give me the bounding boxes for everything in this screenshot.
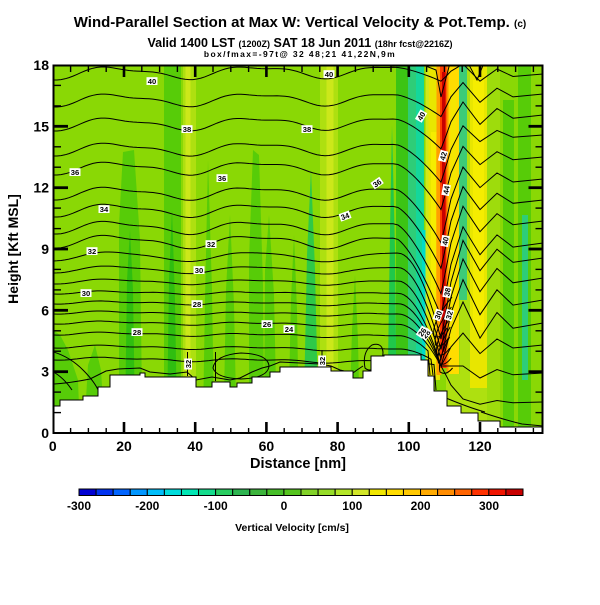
- svg-text:Wind-Parallel Section at Max W: Wind-Parallel Section at Max W: Vertical…: [74, 14, 527, 31]
- svg-text:34: 34: [340, 211, 352, 223]
- svg-text:0: 0: [281, 499, 288, 513]
- svg-text:Vertical Velocity [cm/s]: Vertical Velocity [cm/s]: [235, 522, 349, 534]
- svg-text:30: 30: [195, 266, 203, 275]
- svg-text:38: 38: [442, 287, 452, 297]
- svg-text:-300: -300: [67, 499, 91, 513]
- svg-text:9: 9: [41, 241, 49, 257]
- svg-text:38: 38: [303, 125, 311, 134]
- svg-text:30: 30: [82, 289, 90, 298]
- svg-text:15: 15: [33, 118, 49, 134]
- svg-text:18: 18: [33, 57, 49, 73]
- svg-text:44: 44: [441, 184, 451, 195]
- svg-text:-200: -200: [135, 499, 159, 513]
- svg-text:0: 0: [49, 438, 57, 454]
- svg-text:28: 28: [133, 328, 141, 337]
- svg-text:32: 32: [88, 247, 96, 256]
- svg-text:-100: -100: [204, 499, 228, 513]
- svg-text:42: 42: [438, 151, 449, 161]
- svg-text:40: 40: [187, 438, 203, 454]
- svg-text:30: 30: [433, 310, 444, 321]
- svg-text:32: 32: [184, 360, 193, 368]
- svg-text:36: 36: [218, 174, 226, 183]
- svg-text:100: 100: [342, 499, 362, 513]
- svg-text:40: 40: [325, 70, 333, 79]
- svg-text:28: 28: [193, 300, 201, 309]
- svg-text:32: 32: [444, 310, 455, 320]
- svg-text:32: 32: [318, 357, 327, 365]
- svg-text:40: 40: [148, 77, 156, 86]
- svg-text:36: 36: [71, 168, 79, 177]
- svg-text:26: 26: [416, 326, 428, 338]
- svg-text:40: 40: [415, 110, 427, 122]
- svg-text:12: 12: [33, 180, 49, 196]
- svg-text:20: 20: [116, 438, 132, 454]
- svg-text:36: 36: [371, 177, 383, 189]
- svg-text:Distance [nm]: Distance [nm]: [250, 456, 346, 472]
- svg-text:300: 300: [479, 499, 499, 513]
- svg-text:120: 120: [468, 438, 492, 454]
- svg-text:60: 60: [259, 438, 275, 454]
- svg-text:80: 80: [330, 438, 346, 454]
- svg-text:0: 0: [41, 425, 49, 441]
- svg-text:38: 38: [183, 125, 191, 134]
- svg-text:3: 3: [41, 364, 49, 380]
- svg-text:box/fmax=-97t@ 32 48;21 41,22N: box/fmax=-97t@ 32 48;21 41,22N,9m: [204, 49, 396, 59]
- svg-text:24: 24: [285, 325, 294, 334]
- svg-text:Valid 1400 LST (1200Z) SAT 18: Valid 1400 LST (1200Z) SAT 18 Jun 2011 (…: [147, 36, 452, 50]
- svg-text:32: 32: [207, 240, 215, 249]
- svg-text:6: 6: [41, 302, 49, 318]
- svg-text:200: 200: [411, 499, 431, 513]
- svg-text:Height [Kft MSL]: Height [Kft MSL]: [5, 194, 21, 304]
- svg-text:34: 34: [100, 205, 109, 214]
- svg-text:40: 40: [440, 236, 450, 246]
- svg-text:26: 26: [263, 320, 271, 329]
- svg-text:100: 100: [397, 438, 421, 454]
